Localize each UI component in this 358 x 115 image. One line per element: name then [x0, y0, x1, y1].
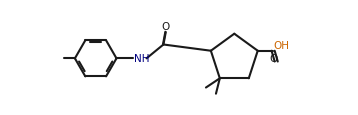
Text: O: O	[162, 22, 170, 32]
Text: OH: OH	[273, 40, 289, 50]
Text: O: O	[269, 54, 277, 64]
Text: NH: NH	[134, 54, 150, 64]
